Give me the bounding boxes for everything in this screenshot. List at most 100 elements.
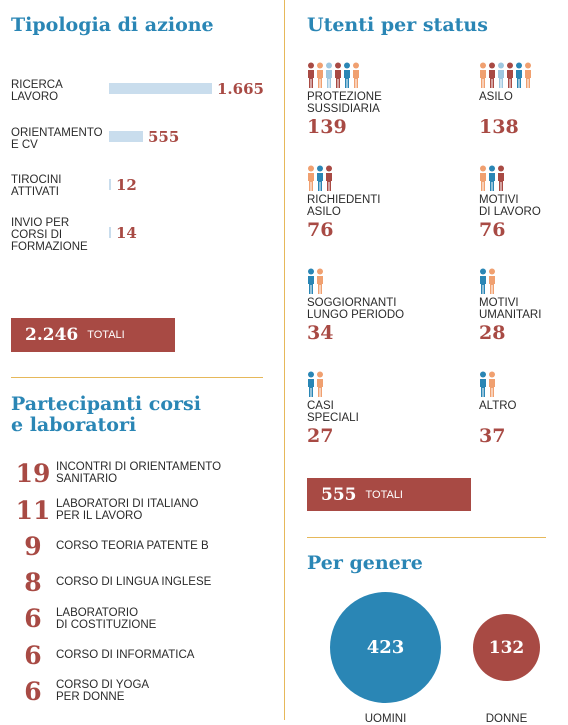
- status-title: Utenti per status: [307, 14, 488, 36]
- column-divider: [284, 0, 285, 720]
- azione-total-label: TOTALI: [87, 329, 125, 341]
- section-divider: [11, 377, 263, 378]
- women-bubble: 132: [473, 614, 540, 681]
- person-icon: [516, 62, 522, 88]
- status-label: SOGGIORNANTI LUNGO PERIODO: [307, 297, 405, 321]
- azione-row-label: ORIENTAMENTO E CV: [11, 127, 103, 151]
- status-label: PROTEZIONE SUSSIDIARIA: [307, 91, 382, 115]
- azione-value: 1.665: [217, 80, 264, 98]
- status-value: 138: [479, 116, 519, 138]
- corsi-item-label: CORSO TEORIA PATENTE B: [56, 540, 209, 552]
- person-icon: [480, 268, 486, 294]
- azione-value: 14: [116, 224, 137, 242]
- people-icon-group: [479, 58, 532, 88]
- azione-bar: [109, 83, 212, 94]
- people-icon-group: [307, 58, 382, 88]
- status-label: ASILO: [479, 91, 513, 103]
- corsi-item: 6 CORSO DI INFORMATICA: [10, 637, 280, 673]
- person-icon: [317, 165, 323, 191]
- corsi-item-number: 6: [24, 640, 42, 670]
- people-icon-group: [479, 161, 541, 191]
- azione-row-label: INVIO PER CORSI DI FORMAZIONE: [11, 217, 88, 253]
- azione-bar: [109, 227, 111, 238]
- person-icon: [498, 165, 504, 191]
- person-icon: [335, 62, 341, 88]
- status-cell: RICHIEDENTI ASILO 76: [307, 161, 380, 242]
- corsi-item: 9 CORSO TEORIA PATENTE B: [10, 528, 280, 564]
- azione-title: Tipologia di azione: [11, 14, 214, 36]
- status-label: MOTIVI DI LAVORO: [479, 194, 541, 218]
- status-total-value: 555: [321, 484, 357, 505]
- corsi-item-number: 6: [24, 676, 42, 706]
- person-icon: [353, 62, 359, 88]
- person-icon: [308, 371, 314, 397]
- status-cell: ASILO 138: [479, 58, 532, 139]
- genere-title: Per genere: [307, 552, 423, 574]
- status-value: 76: [307, 219, 334, 241]
- corsi-item-label: LABORATORIO DI COSTITUZIONE: [56, 606, 157, 631]
- corsi-item-number: 8: [24, 567, 42, 597]
- women-value: 132: [488, 637, 525, 658]
- person-icon: [489, 371, 495, 397]
- corsi-item-label: LABORATORI DI ITALIANO PER IL LAVORO: [56, 498, 199, 522]
- azione-row: ORIENTAMENTO E CV: [11, 127, 106, 151]
- azione-total-value: 2.246: [25, 325, 79, 345]
- status-cell: ALTRO 37: [479, 367, 517, 448]
- person-icon: [308, 268, 314, 294]
- status-cell: CASI SPECIALI 27: [307, 367, 359, 448]
- azione-value: 555: [148, 128, 180, 146]
- corsi-title-line2: e laboratori: [11, 414, 137, 436]
- person-icon: [489, 165, 495, 191]
- corsi-item: 11 LABORATORI DI ITALIANO PER IL LAVORO: [10, 492, 280, 528]
- azione-row-label: RICERCA LAVORO: [11, 79, 63, 103]
- person-icon: [317, 268, 323, 294]
- person-icon: [344, 62, 350, 88]
- people-icon-group: [479, 264, 541, 294]
- person-icon: [480, 62, 486, 88]
- status-label: CASI SPECIALI: [307, 400, 359, 424]
- azione-row-label: TIROCINI ATTIVATI: [11, 174, 62, 198]
- corsi-item-number: 19: [15, 458, 51, 488]
- azione-total-box: 2.246 TOTALI: [11, 318, 175, 352]
- corsi-item-number: 11: [15, 495, 51, 525]
- section-divider: [307, 537, 546, 538]
- person-icon: [317, 62, 323, 88]
- status-value: 27: [307, 425, 334, 447]
- corsi-item: 8 CORSO DI LINGUA INGLESE: [10, 564, 280, 600]
- corsi-item: 6 CORSO DI YOGA PER DONNE: [10, 673, 280, 709]
- status-label: ALTRO: [479, 400, 517, 412]
- people-icon-group: [307, 161, 380, 191]
- status-value: 37: [479, 425, 506, 447]
- person-icon: [480, 371, 486, 397]
- men-value: 423: [366, 637, 405, 658]
- status-total-box: 555 TOTALI: [307, 478, 471, 511]
- corsi-item: 6 LABORATORIO DI COSTITUZIONE: [10, 600, 280, 637]
- azione-row: INVIO PER CORSI DI FORMAZIONE: [11, 217, 106, 253]
- azione-bar: [109, 131, 143, 142]
- status-total-label: TOTALI: [365, 488, 404, 501]
- people-icon-group: [307, 264, 404, 294]
- corsi-item: 19 INCONTRI DI ORIENTAMENTO SANITARIO: [10, 458, 280, 488]
- corsi-item-label: CORSO DI YOGA PER DONNE: [56, 679, 150, 703]
- person-icon: [308, 165, 314, 191]
- person-icon: [489, 268, 495, 294]
- status-cell: SOGGIORNANTI LUNGO PERIODO 34: [307, 264, 404, 345]
- corsi-item-label: INCONTRI DI ORIENTAMENTO SANITARIO: [56, 461, 222, 485]
- azione-bar: [109, 179, 111, 190]
- azione-row: RICERCA LAVORO: [11, 79, 106, 103]
- people-icon-group: [307, 367, 359, 397]
- status-value: 34: [307, 322, 334, 344]
- person-icon: [498, 62, 504, 88]
- azione-value: 12: [116, 176, 137, 194]
- corsi-title-line1: Partecipanti corsi: [11, 393, 201, 415]
- person-icon: [507, 62, 513, 88]
- corsi-item-label: CORSO DI INFORMATICA: [56, 649, 195, 661]
- corsi-item-number: 6: [24, 604, 42, 633]
- status-label: MOTIVI UMANITARI: [479, 297, 542, 321]
- status-value: 28: [479, 322, 506, 344]
- status-cell: MOTIVI UMANITARI 28: [479, 264, 541, 345]
- status-value: 76: [479, 219, 506, 241]
- status-value: 139: [307, 116, 347, 138]
- azione-row: TIROCINI ATTIVATI: [11, 174, 106, 198]
- people-icon-group: [479, 367, 517, 397]
